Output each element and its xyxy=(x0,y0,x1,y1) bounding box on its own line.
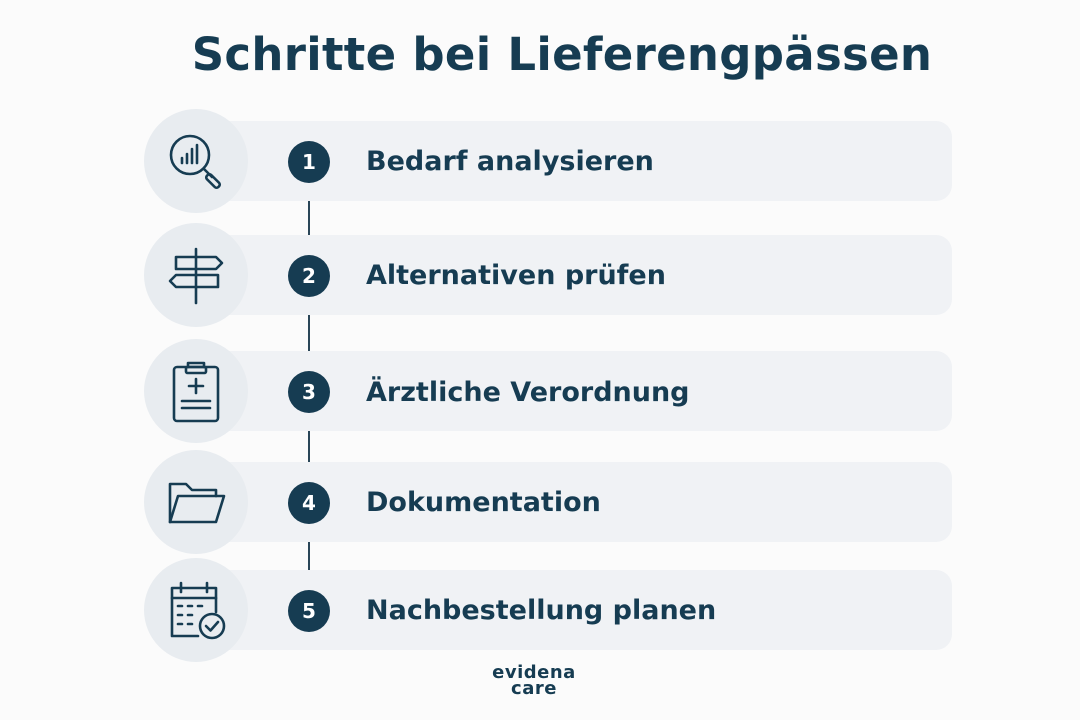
step-row-background xyxy=(212,121,952,201)
page-title: Schritte bei Lieferengpässen xyxy=(191,28,933,81)
logo-text-care: care xyxy=(511,678,557,699)
step-row-background xyxy=(212,235,952,315)
signpost-icon xyxy=(168,247,224,305)
clipboard-medical-icon xyxy=(172,361,220,423)
step-label: Bedarf analysieren xyxy=(366,146,654,177)
magnifier-chart-icon xyxy=(169,134,222,190)
step-label: Ärztliche Verordnung xyxy=(366,377,690,408)
step-label: Dokumentation xyxy=(366,487,601,518)
step-icon-circle xyxy=(144,223,248,327)
step-row-background xyxy=(212,462,952,542)
step-row-background xyxy=(212,351,952,431)
logo: evidena care xyxy=(489,662,579,699)
step-row-background xyxy=(212,570,952,650)
step-label: Nachbestellung planen xyxy=(366,595,717,626)
step-label: Alternativen prüfen xyxy=(366,260,666,291)
step-number-badge: 3 xyxy=(288,371,330,413)
step-icon-circle xyxy=(144,339,248,443)
logo-text-evidena: evidena xyxy=(492,662,576,683)
step-number-badge: 1 xyxy=(288,141,330,183)
calendar-check-icon xyxy=(170,581,226,640)
step-icon-circle xyxy=(144,450,248,554)
folder-icon xyxy=(168,482,226,524)
step-icon-circle xyxy=(144,558,248,662)
step-number-badge: 2 xyxy=(288,255,330,297)
step-icon-circle xyxy=(144,109,248,213)
step-number-badge: 5 xyxy=(288,590,330,632)
step-number-badge: 4 xyxy=(288,482,330,524)
